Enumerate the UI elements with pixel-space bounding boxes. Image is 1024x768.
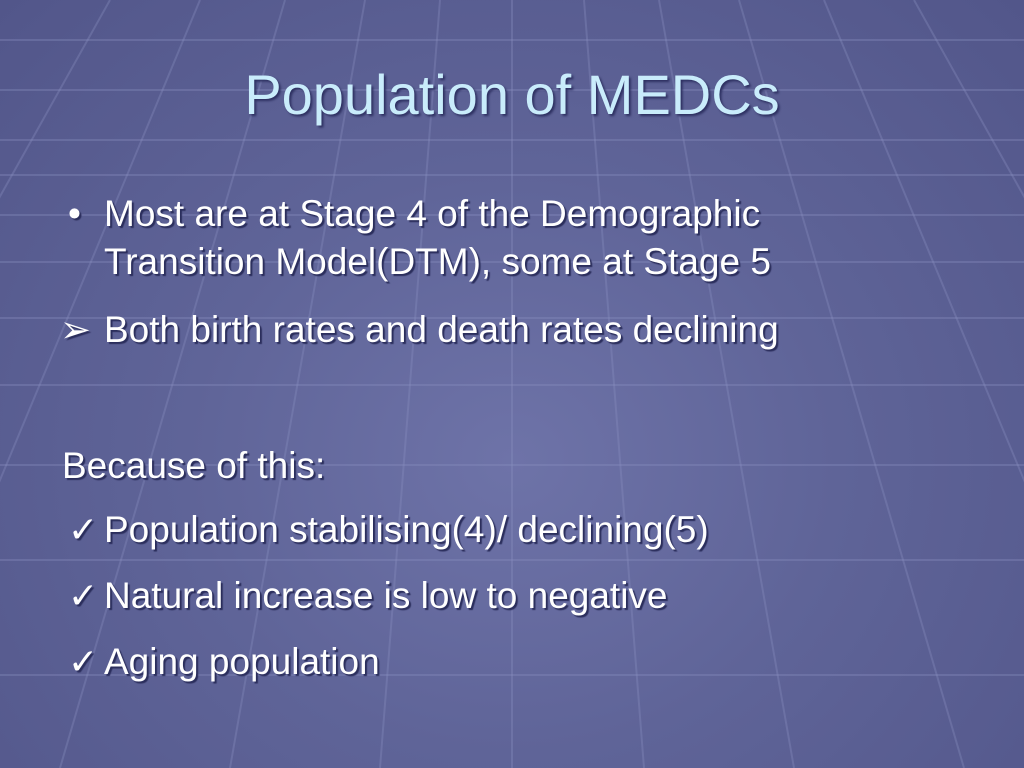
checkmark-icon: ✓ (68, 575, 99, 616)
because-heading: Because of this: (62, 442, 325, 490)
arrow-item-text: Both birth rates and death rates declini… (104, 309, 779, 350)
bullet-line-2: Transition Model(DTM), some at Stage 5 (104, 241, 771, 282)
check-item-text: Natural increase is low to negative (104, 575, 668, 616)
bullet-line-1: Most are at Stage 4 of the Demographic (104, 193, 761, 234)
checkmark-icon: ✓ (68, 509, 99, 550)
check-item-text: Population stabilising(4)/ declining(5) (104, 509, 709, 550)
slide-title: Population of MEDCs (244, 63, 780, 126)
bullet-dot-icon: • (68, 193, 81, 234)
slide-body: • Most are at Stage 4 of the Demographic… (60, 190, 960, 710)
arrow-bullet-icon: ➢ (60, 309, 92, 350)
check-item-text: Aging population (104, 641, 380, 682)
checkmark-icon: ✓ (68, 641, 99, 682)
because-text: Because of this: (62, 445, 326, 486)
bullet-text: Most are at Stage 4 of the Demographic T… (104, 190, 771, 286)
